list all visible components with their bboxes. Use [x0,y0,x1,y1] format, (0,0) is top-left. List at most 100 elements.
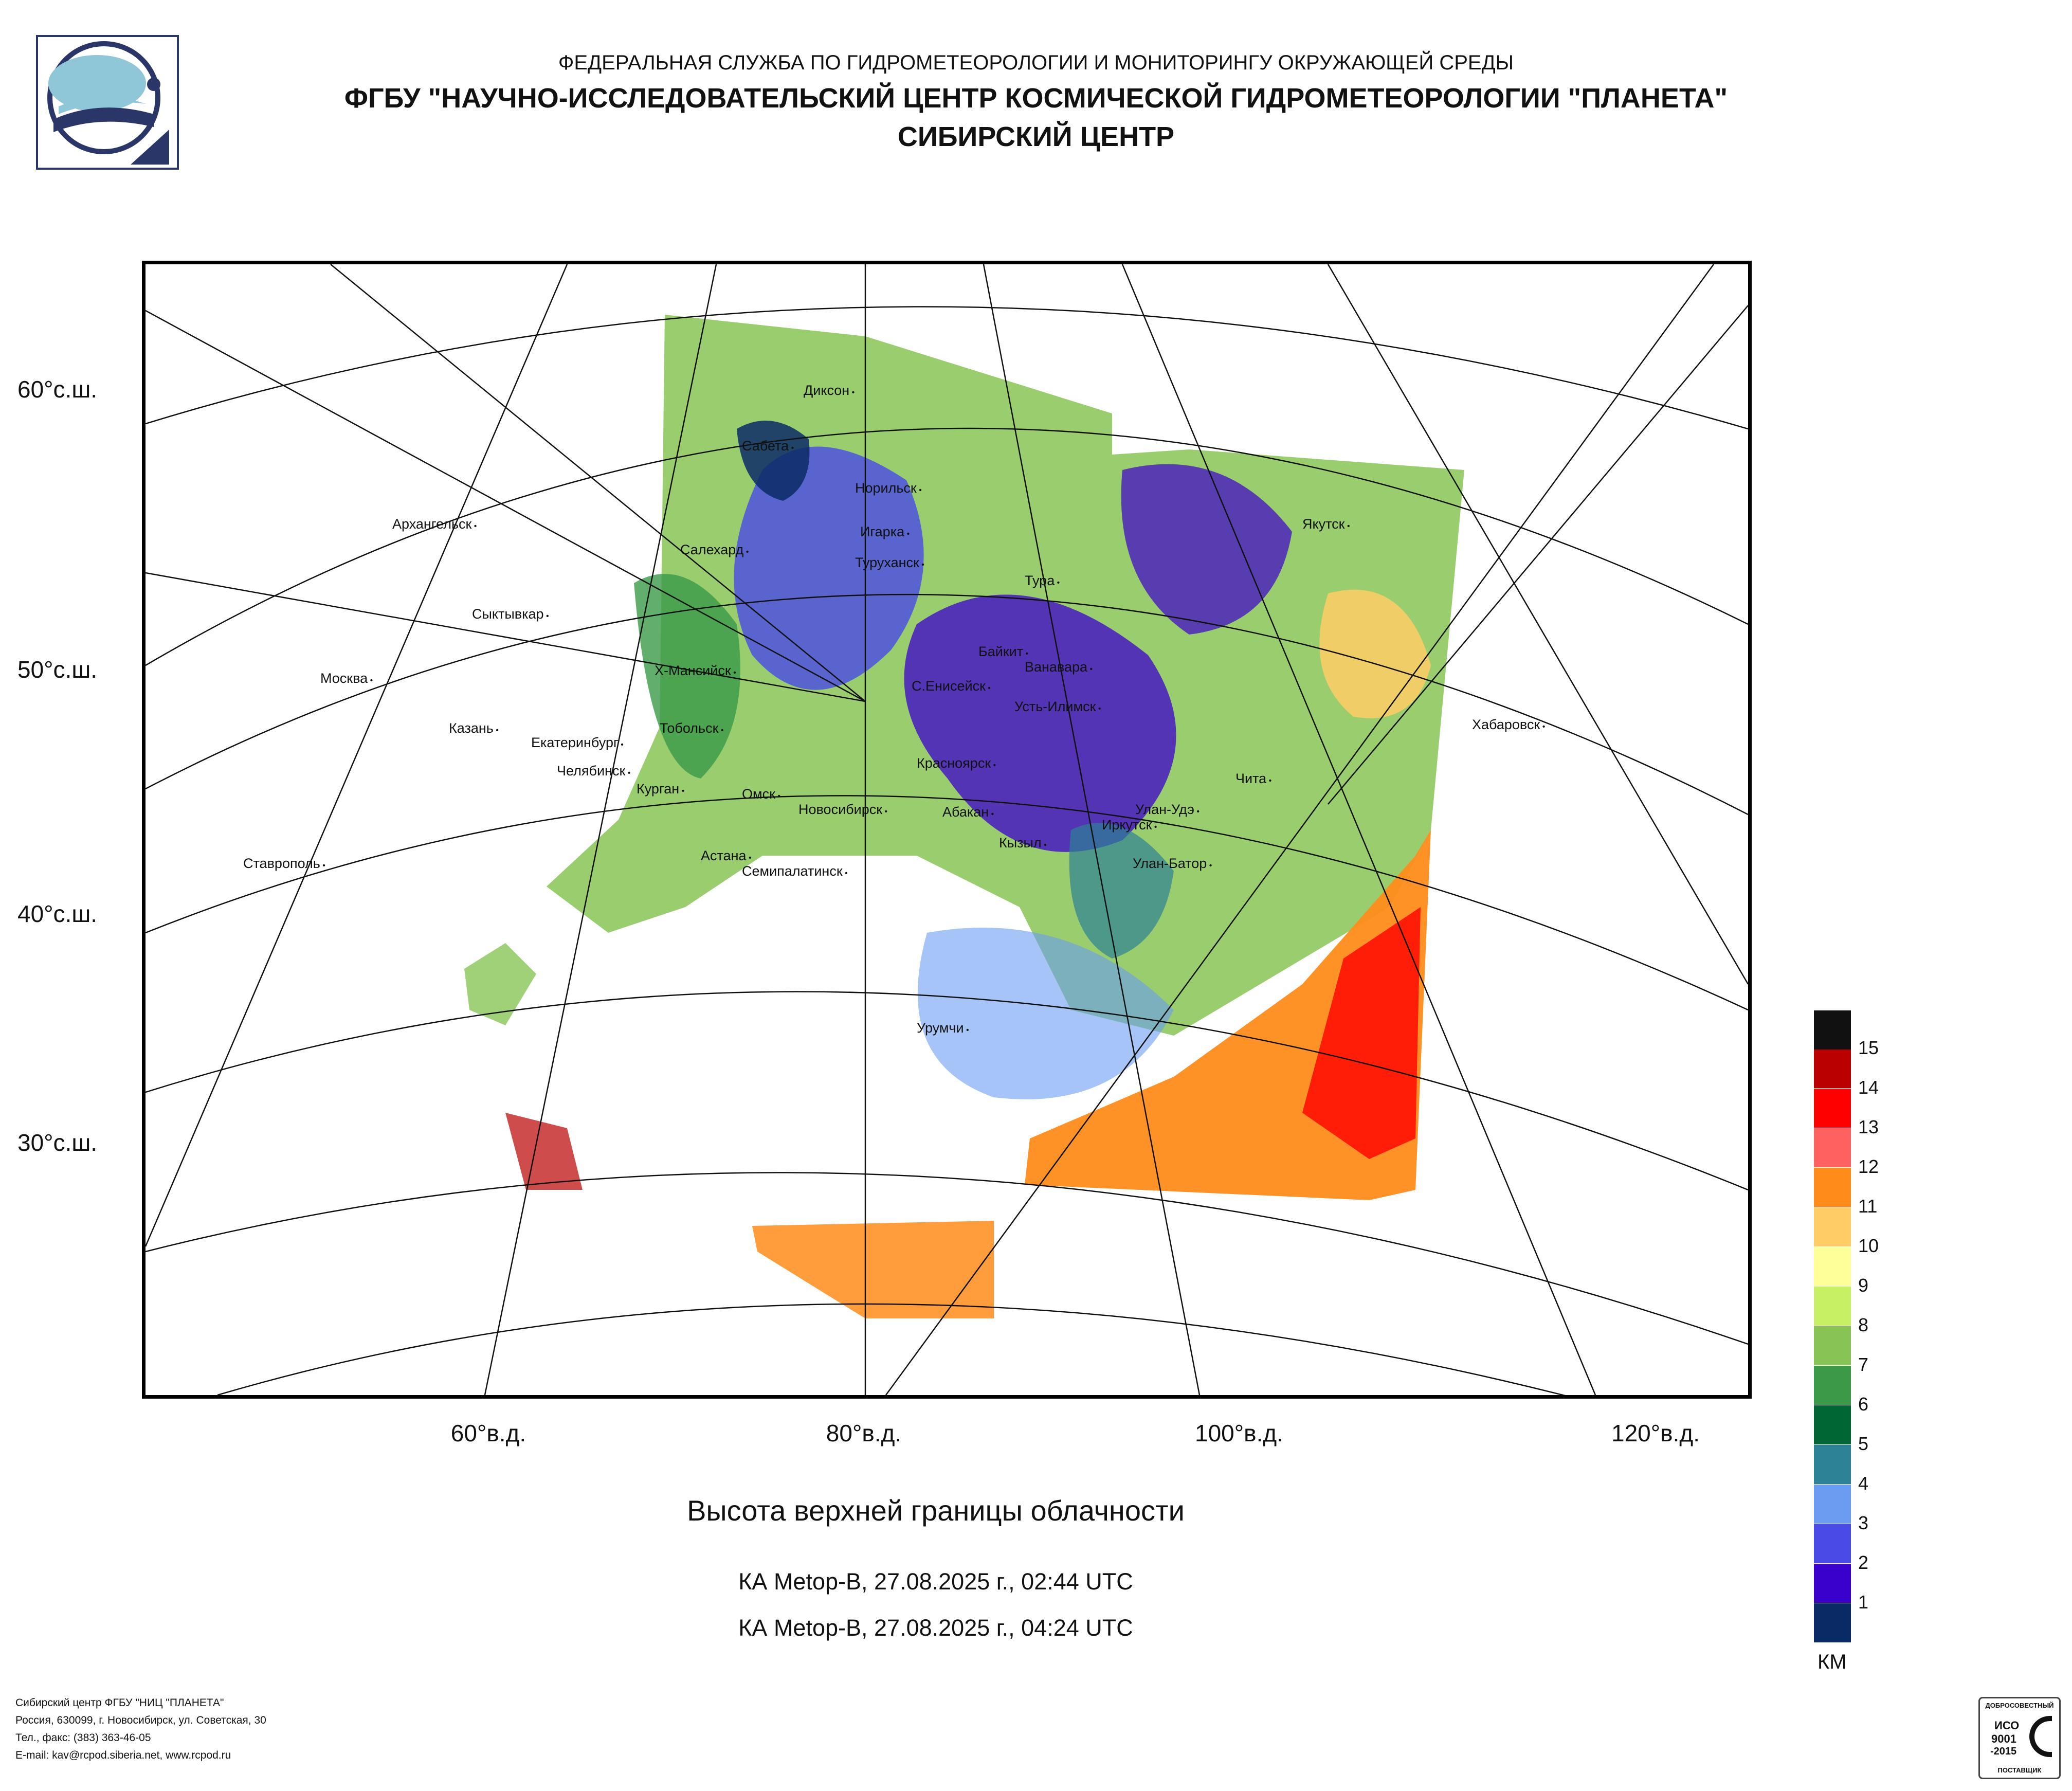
legend-label-1: 1 [1858,1591,1869,1613]
legend-unit: КМ [1817,1651,1847,1673]
legend-swatch-11 [1814,1168,1851,1207]
city-kurgan: Курган • [637,781,685,797]
longitude-line-30 [146,310,866,702]
product-title: Высота верхней границы облачности [687,1494,1185,1527]
longitude-line-100 [983,264,1201,1395]
legend-swatch-7 [1814,1326,1851,1365]
footer-line-4: E-mail: kav@rcpod.siberia.net, www.rcpod… [15,1749,231,1761]
longitude-line-140 [1328,305,1748,805]
cert-mid1: ИСО [1994,1719,2020,1732]
cloud-top-height-swath [464,315,1464,1395]
city-abakan: Абакан • [942,804,994,820]
legend-label-4: 4 [1858,1473,1869,1494]
organization-line-1: ФЕДЕРАЛЬНАЯ СЛУЖБА ПО ГИДРОМЕТЕОРОЛОГИИ … [558,51,1514,74]
legend-label-9: 9 [1858,1275,1869,1296]
city-norilsk: Норильск • [855,480,922,496]
lon-label-80: 80°в.д. [826,1420,902,1446]
city-vanavara: Ванавара • [1025,659,1093,675]
city-novosibirsk: Новосибирск • [798,802,888,817]
legend-label-15: 15 [1858,1037,1879,1058]
lat-label-60: 60°с.ш. [17,376,98,403]
legend-label-3: 3 [1858,1512,1869,1533]
latitude-line-60 [146,427,1748,666]
legend-label-10: 10 [1858,1235,1879,1256]
city-tura: Тура • [1025,573,1060,588]
legend-label-12: 12 [1858,1156,1879,1177]
city-khanty-mansiysk: Х-Мансийск • [655,663,736,678]
legend-label-5: 5 [1858,1433,1869,1454]
legend-swatch-10 [1814,1207,1851,1246]
legend-label-11: 11 [1858,1196,1878,1217]
legend-swatch-12 [1814,1128,1851,1167]
city-s-yeniseysk: С.Енисейск • [912,678,991,694]
organization-line-3: СИБИРСКИЙ ЦЕНТР [897,121,1175,152]
latitude-line-10b [217,1303,1566,1395]
cert-mid2: 9001 [1991,1732,2016,1745]
cert-mid3: -2015 [1990,1746,2017,1757]
lat-label-30: 30°с.ш. [17,1129,98,1156]
city-semipalatinsk: Семипалатинск • [742,863,848,879]
city-yekaterinburg: Екатеринбург • [531,735,624,750]
longitude-line-20 [330,264,866,702]
latitude-line-20b [146,1172,1748,1345]
city-astana: Астана • [701,848,752,863]
city-krasnoyarsk: Красноярск • [917,755,996,771]
longitude-line-110 [1121,264,1596,1395]
legend-swatch-8 [1814,1287,1851,1326]
lat-label-40: 40°с.ш. [17,900,98,927]
city-moscow: Москва • [320,671,373,686]
legend-swatch-3 [1814,1485,1851,1524]
legend-swatch-0 [1814,1603,1851,1642]
legend-swatch-2 [1814,1524,1851,1563]
city-ulan-ude: Улан-Удэ • [1135,802,1199,817]
planeta-logo-graphic [47,41,169,165]
city-urumqi: Урумчи • [917,1020,969,1036]
legend-swatch-1 [1814,1564,1851,1603]
city-kazan: Казань • [449,720,499,736]
color-legend [1814,1010,1851,1643]
latitude-line-30b [146,991,1748,1191]
city-chelyabinsk: Челябинск • [557,763,631,779]
legend-label-13: 13 [1858,1116,1879,1137]
latitude-line-70 [146,306,1748,430]
cert-top: ДОБРОСОВЕСТНЫЙ [1985,1702,2054,1709]
legend-label-14: 14 [1858,1077,1879,1098]
lon-label-100: 100°в.д. [1195,1420,1283,1446]
city-turukhansk: Туруханск • [855,555,924,570]
longitude-line-50 [146,264,568,1247]
legend-label-7: 7 [1858,1354,1869,1375]
city-khabarovsk: Хабаровск • [1472,717,1546,732]
legend-swatch-5 [1814,1405,1851,1444]
city-salekhard: Салехард • [680,542,749,557]
longitude-line-40 [146,572,866,702]
city-irkutsk: Иркутск • [1102,817,1157,833]
city-syktyvkar: Сыктывкар • [472,606,549,622]
footer-line-3: Тел., факс: (383) 363-46-05 [15,1732,151,1744]
city-igarka: Игарка • [860,524,910,539]
lat-label-50: 50°с.ш. [17,656,98,683]
longitude-line-120 [1327,264,1748,985]
legend-label-8: 8 [1858,1314,1869,1335]
legend-swatch-13 [1814,1089,1851,1128]
satellite-pass-1: КА Metop-B, 27.08.2025 г., 02:44 UTC [738,1568,1133,1595]
organization-line-2: ФГБУ "НАУЧНО-ИССЛЕДОВАТЕЛЬСКИЙ ЦЕНТР КОС… [344,83,1728,114]
cert-c-mark [2029,1716,2052,1757]
city-stavropol: Ставрополь • [243,856,325,871]
latitude-line-40b [146,795,1748,1011]
iso-certificate-badge: ДОБРОСОВЕСТНЫЙ ИСО 9001 -2015 ПОСТАВЩИК [1978,1697,2061,1779]
city-arkhangelsk: Архангельск • [392,516,477,532]
city-sabeta: Сабета • [742,438,794,454]
legend-swatch-15 [1814,1010,1851,1050]
longitude-line-60 [484,264,717,1395]
graticule [146,264,1748,1395]
footer-line-2: Россия, 630099, г. Новосибирск, ул. Сове… [15,1714,266,1726]
legend-swatch-14 [1814,1049,1851,1088]
legend-swatch-9 [1814,1247,1851,1286]
planeta-logo [36,35,179,170]
lon-label-60: 60°в.д. [450,1420,526,1446]
legend-label-2: 2 [1858,1552,1869,1573]
city-dikson: Диксон • [804,383,855,398]
legend-swatch-4 [1814,1445,1851,1484]
city-tobolsk: Тобольск • [660,720,724,736]
legend-swatch-6 [1814,1366,1851,1405]
